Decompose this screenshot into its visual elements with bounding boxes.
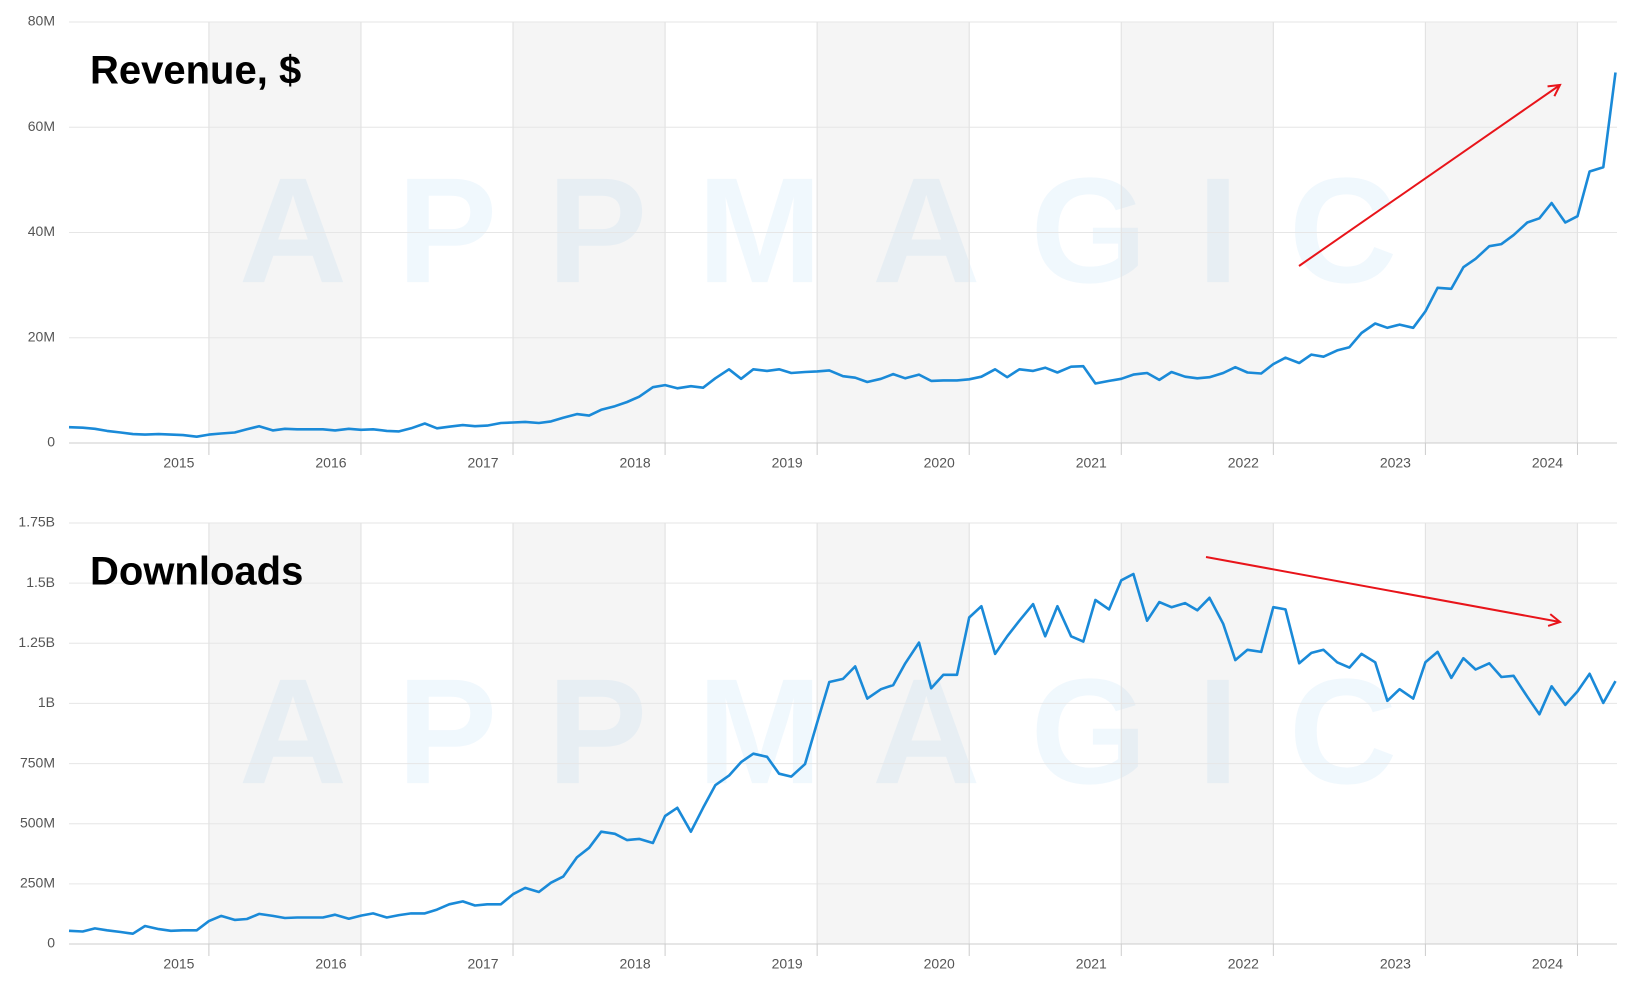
watermark: APPMAGIC <box>239 146 1447 314</box>
x-tick-label: 2016 <box>315 455 346 471</box>
x-tick-label: 2020 <box>924 956 955 972</box>
y-tick-label: 500M <box>20 814 55 830</box>
y-tick-label: 250M <box>20 875 55 891</box>
x-tick-label: 2020 <box>924 455 955 471</box>
y-tick-label: 1B <box>38 694 55 710</box>
x-tick-label: 2024 <box>1532 956 1563 972</box>
x-tick-label: 2015 <box>163 455 194 471</box>
x-tick-label: 2022 <box>1228 455 1259 471</box>
y-tick-label: 1.5B <box>26 574 55 590</box>
x-tick-label: 2018 <box>620 956 651 972</box>
chart-title: Downloads <box>90 550 303 594</box>
x-tick-label: 2017 <box>467 455 498 471</box>
chart-title: Revenue, $ <box>90 49 301 93</box>
x-tick-label: 2021 <box>1076 956 1107 972</box>
watermark: APPMAGIC <box>239 647 1447 815</box>
x-tick-label: 2023 <box>1380 956 1411 972</box>
x-tick-label: 2018 <box>620 455 651 471</box>
y-tick-label: 80M <box>28 13 55 29</box>
x-tick-label: 2015 <box>163 956 194 972</box>
x-tick-label: 2023 <box>1380 455 1411 471</box>
x-tick-label: 2017 <box>467 956 498 972</box>
line-series <box>68 572 1617 935</box>
y-tick-label: 60M <box>28 118 55 134</box>
x-tick-label: 2019 <box>772 455 803 471</box>
y-tick-label: 0 <box>47 935 55 951</box>
x-tick-label: 2022 <box>1228 956 1259 972</box>
y-tick-label: 1.25B <box>18 634 55 650</box>
y-tick-label: 40M <box>28 223 55 239</box>
chart: APPMAGIC 0 250M 500M 750M 1B 1.25B 1.5B 1.75B 201… <box>18 514 1617 972</box>
y-tick-label: 0 <box>47 434 55 450</box>
x-tick-label: 2019 <box>772 956 803 972</box>
year-band <box>513 523 666 944</box>
trend-arrow <box>1298 85 1560 267</box>
trend-arrow <box>1205 556 1560 622</box>
year-band <box>1425 523 1578 944</box>
year-band <box>1121 523 1274 944</box>
y-tick-label: 1.75B <box>18 514 55 530</box>
x-tick-label: 2016 <box>315 956 346 972</box>
year-band <box>817 523 970 944</box>
line-series <box>68 72 1617 438</box>
x-tick-label: 2021 <box>1076 455 1107 471</box>
y-tick-label: 750M <box>20 754 55 770</box>
year-band <box>208 523 361 944</box>
x-tick-label: 2024 <box>1532 455 1563 471</box>
y-tick-label: 20M <box>28 328 55 344</box>
chart: APPMAGIC 0 20M 40M 60M 80M 2015 2016 2017 2018 201… <box>28 13 1617 471</box>
